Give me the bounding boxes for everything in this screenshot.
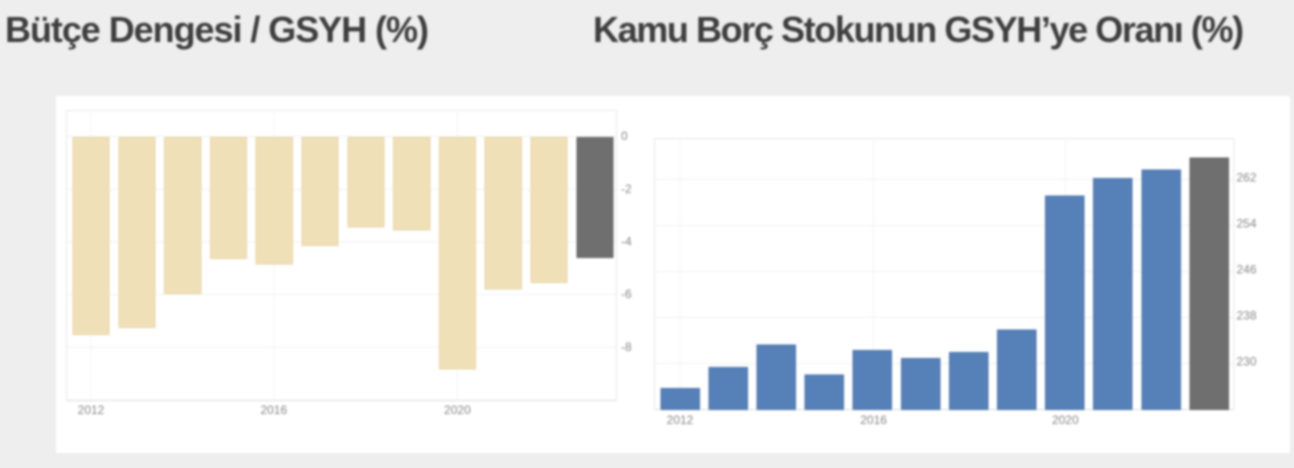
svg-text:2020: 2020: [444, 403, 471, 417]
svg-text:254: 254: [1237, 217, 1257, 231]
svg-text:230: 230: [1237, 355, 1257, 369]
svg-text:-6: -6: [621, 287, 632, 301]
svg-text:-8: -8: [621, 340, 632, 354]
svg-text:246: 246: [1237, 263, 1257, 277]
svg-text:2016: 2016: [260, 403, 287, 417]
svg-text:2016: 2016: [860, 413, 887, 427]
svg-text:238: 238: [1237, 309, 1257, 323]
svg-text:0: 0: [621, 129, 628, 143]
svg-text:-4: -4: [621, 235, 632, 249]
svg-text:262: 262: [1237, 171, 1257, 185]
svg-text:2020: 2020: [1052, 413, 1079, 427]
svg-text:2012: 2012: [78, 403, 105, 417]
svg-text:-2: -2: [621, 182, 632, 196]
svg-text:2012: 2012: [667, 413, 694, 427]
